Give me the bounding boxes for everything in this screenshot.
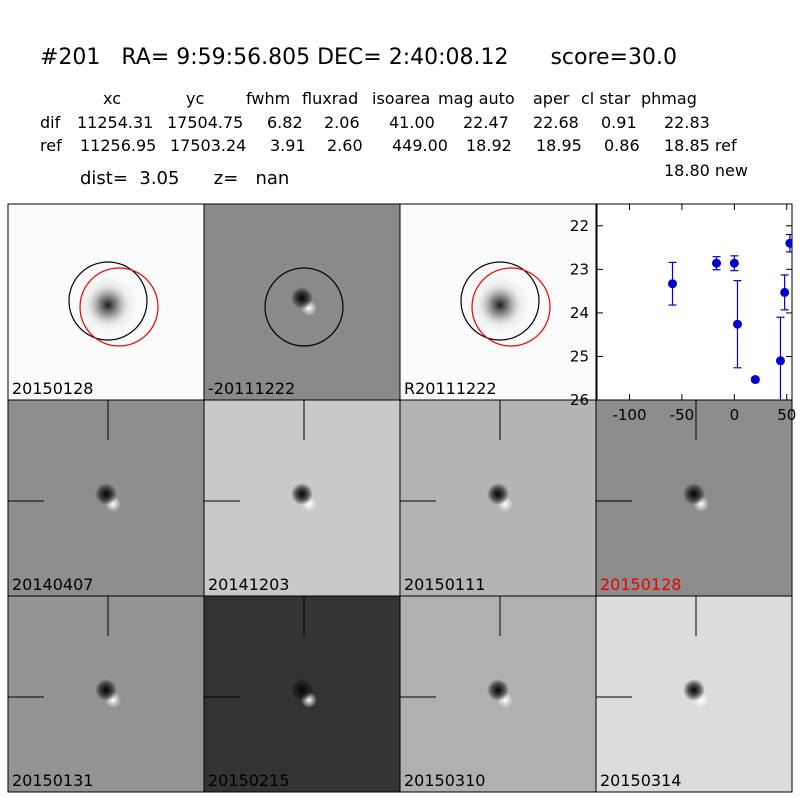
data-point bbox=[732, 319, 742, 329]
stamp-label: 20150111 bbox=[404, 575, 485, 594]
stamp-label: 20140407 bbox=[12, 575, 93, 594]
table-cell: 6.82 bbox=[267, 113, 303, 132]
data-point bbox=[729, 258, 739, 268]
plot-area bbox=[596, 203, 793, 401]
column-header: aper bbox=[533, 89, 570, 108]
table-cell: 22.47 bbox=[463, 113, 509, 132]
data-point bbox=[712, 258, 722, 268]
aperture-circle-ref bbox=[79, 267, 159, 347]
table-cell: 18.85 ref bbox=[664, 136, 737, 155]
y-tick-label: 24 bbox=[570, 304, 589, 322]
stamp-label: 20150215 bbox=[208, 771, 289, 790]
title: #201 RA= 9:59:56.805 DEC= 2:40:08.12 sco… bbox=[40, 45, 677, 70]
table-cell: 18.95 bbox=[536, 136, 582, 155]
data-point bbox=[785, 238, 792, 248]
data-point bbox=[667, 279, 677, 289]
table-cell: 41.00 bbox=[389, 113, 435, 132]
column-header: fwhm bbox=[246, 89, 290, 108]
stamp-label: 20150131 bbox=[12, 771, 93, 790]
table-cell: dif bbox=[40, 113, 61, 132]
table-cell: 449.00 bbox=[392, 136, 448, 155]
column-header: fluxrad bbox=[302, 89, 358, 108]
dipole-dark bbox=[487, 679, 509, 701]
table-cell: ref bbox=[40, 136, 62, 155]
dipole-dark bbox=[683, 483, 705, 505]
column-header: cl star bbox=[581, 89, 631, 108]
data-point bbox=[750, 375, 760, 385]
dipole-dark bbox=[487, 483, 509, 505]
dipole-dark bbox=[291, 483, 313, 505]
table-extra: 18.80 new bbox=[664, 161, 748, 180]
column-header: xc bbox=[103, 89, 121, 108]
dipole-dark bbox=[683, 679, 705, 701]
stamp-label: -20111222 bbox=[208, 379, 295, 398]
y-tick-label: 23 bbox=[570, 260, 589, 278]
table-cell: 11256.95 bbox=[80, 136, 156, 155]
x-tick-label: 50 bbox=[777, 406, 796, 424]
data-point bbox=[775, 356, 785, 366]
column-header: phmag bbox=[641, 89, 697, 108]
dipole-dark bbox=[291, 679, 313, 701]
table-cell: 22.83 bbox=[664, 113, 710, 132]
aperture-circle bbox=[264, 267, 344, 347]
table-cell: 0.91 bbox=[601, 113, 637, 132]
distance: dist= 3.05 z= nan bbox=[80, 168, 289, 189]
table-cell: 18.92 bbox=[466, 136, 512, 155]
x-tick-label: 0 bbox=[730, 406, 740, 424]
table-cell: 2.06 bbox=[324, 113, 360, 132]
stamp-label: R20111222 bbox=[404, 379, 497, 398]
source-halo bbox=[466, 271, 534, 339]
aperture-circle bbox=[460, 261, 540, 341]
column-header: yc bbox=[186, 89, 204, 108]
table-cell: 17503.24 bbox=[170, 136, 246, 155]
column-header: isoarea bbox=[372, 89, 430, 108]
aperture-circle bbox=[68, 261, 148, 341]
stamp-label: 20150310 bbox=[404, 771, 485, 790]
table-cell: 11254.31 bbox=[77, 113, 153, 132]
stamp-label: 20141203 bbox=[208, 575, 289, 594]
x-tick-label: -50 bbox=[670, 406, 695, 424]
source-halo bbox=[74, 271, 142, 339]
stamp-label: 20150314 bbox=[600, 771, 681, 790]
dipole-dark bbox=[291, 287, 313, 309]
dipole-dark bbox=[95, 483, 117, 505]
y-tick-label: 25 bbox=[570, 347, 589, 365]
y-tick-label: 22 bbox=[570, 217, 589, 235]
y-tick-label: 26 bbox=[570, 391, 589, 409]
table-cell: 17504.75 bbox=[167, 113, 243, 132]
x-tick-label: -100 bbox=[612, 406, 646, 424]
table-cell: 22.68 bbox=[533, 113, 579, 132]
stamp-label: 20150128 bbox=[12, 379, 93, 398]
data-point bbox=[780, 287, 790, 297]
dipole-dark bbox=[95, 679, 117, 701]
table-cell: 3.91 bbox=[270, 136, 306, 155]
table-cell: 2.60 bbox=[327, 136, 363, 155]
table-cell: 0.86 bbox=[604, 136, 640, 155]
column-header: mag auto bbox=[438, 89, 515, 108]
aperture-circle-ref bbox=[471, 267, 551, 347]
stamp-label: 20150128 bbox=[600, 575, 681, 594]
